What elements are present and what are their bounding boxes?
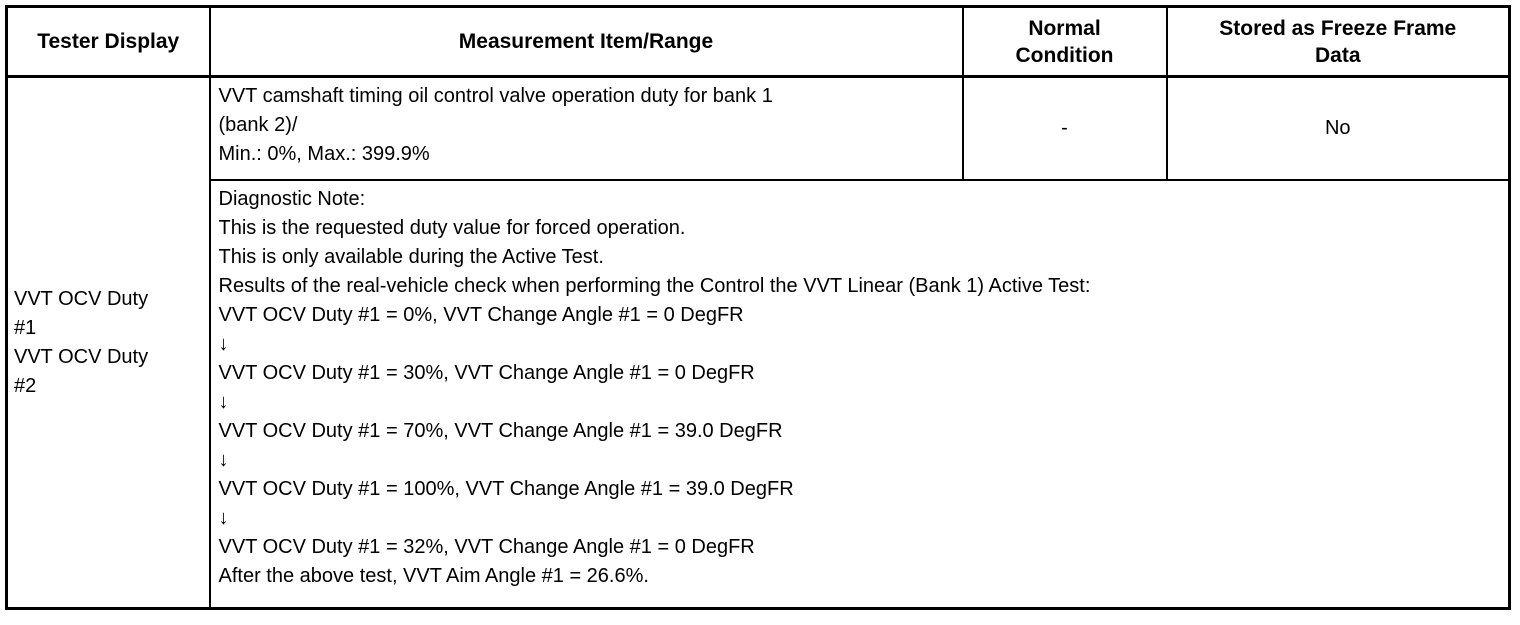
header-label-line: Data: [1314, 43, 1361, 67]
header-label-line: Condition: [1015, 43, 1114, 67]
diagnostic-note-line: Diagnostic Note:: [218, 187, 366, 210]
tester-display-line: #2: [14, 374, 37, 397]
measurement-row: VVT OCV Duty #1 VVT OCV Duty #2 VVT cams…: [5, 75, 1511, 610]
down-arrow-glyph: ↓: [218, 506, 229, 529]
measurement-line: VVT camshaft timing oil control valve op…: [218, 85, 773, 107]
normal-condition-cell: -: [961, 75, 1168, 181]
diagnostic-note-line: VVT OCV Duty #1 = 32%, VVT Change Angle …: [218, 535, 755, 558]
tester-display-line: #1: [14, 316, 37, 339]
down-arrow-glyph: ↓: [218, 332, 229, 355]
diagnostic-note-line: VVT OCV Duty #1 = 0%, VVT Change Angle #…: [218, 303, 744, 326]
diagnostic-note-line: VVT OCV Duty #1 = 30%, VVT Change Angle …: [218, 361, 755, 384]
header-label: Measurement Item/Range: [458, 30, 714, 53]
col-header-stored-as-freeze-frame-data: Stored as Freeze Frame Data: [1165, 5, 1511, 78]
diagnostic-note-line: This is only available during the Active…: [218, 245, 604, 268]
diagnostic-data-table: Tester Display Measurement Item/Range No…: [5, 5, 1511, 610]
tester-display-cell: VVT OCV Duty #1 VVT OCV Duty #2: [5, 75, 211, 610]
diagnostic-note-line: VVT OCV Duty #1 = 70%, VVT Change Angle …: [218, 419, 783, 442]
diagnostic-note-row: Diagnostic Note: This is the requested d…: [7, 178, 1511, 610]
header-row: Tester Display Measurement Item/Range No…: [5, 5, 1511, 78]
measurement-item-range-cell: VVT camshaft timing oil control valve op…: [208, 75, 964, 181]
diagnostic-note-line: After the above test, VVT Aim Angle #1 =…: [218, 564, 649, 587]
header-label-line: Normal: [1028, 16, 1101, 40]
header-label: Tester Display: [37, 30, 180, 53]
col-header-normal-condition: Normal Condition: [961, 5, 1168, 78]
diagnostic-note-line: VVT OCV Duty #1 = 100%, VVT Change Angle…: [218, 477, 794, 500]
measurement-line: (bank 2)/: [218, 114, 298, 136]
col-header-tester-display: Tester Display: [5, 5, 211, 78]
down-arrow-glyph: ↓: [218, 390, 229, 413]
diagnostic-note-line: This is the requested duty value for for…: [218, 216, 686, 239]
diagnostic-note-cell: Diagnostic Note: This is the requested d…: [208, 178, 1511, 610]
freeze-frame-data-cell: No: [1165, 75, 1511, 181]
tester-display-line: VVT OCV Duty: [14, 345, 149, 368]
tester-display-line: VVT OCV Duty: [14, 287, 149, 310]
measurement-line: Min.: 0%, Max.: 399.9%: [218, 143, 430, 165]
col-header-measurement-item-range: Measurement Item/Range: [208, 5, 964, 78]
diagnostic-note-line: Results of the real-vehicle check when p…: [218, 274, 1091, 297]
down-arrow-glyph: ↓: [218, 448, 229, 471]
header-label-line: Stored as Freeze Frame: [1219, 16, 1457, 40]
